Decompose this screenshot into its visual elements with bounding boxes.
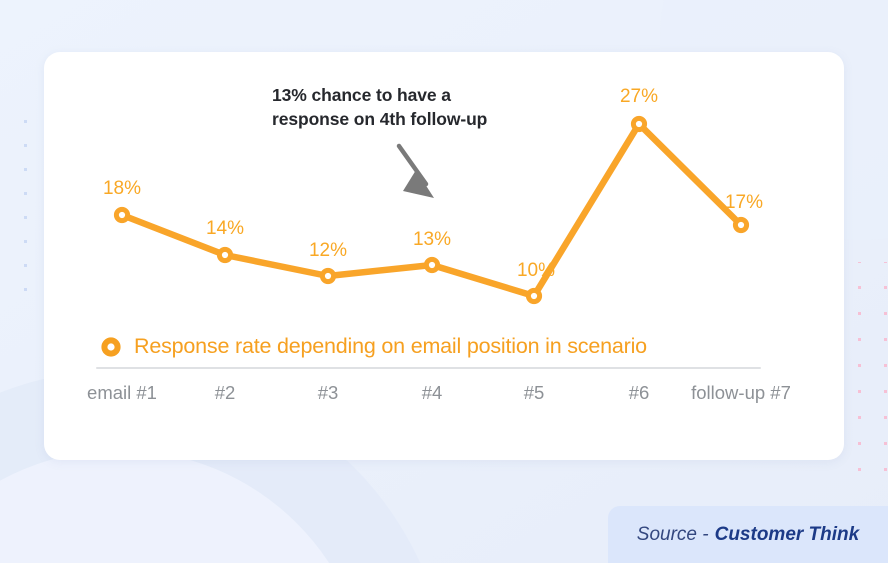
tick-label-1: email #1: [87, 382, 157, 403]
source-name: Customer Think: [714, 523, 860, 545]
value-label-1: 18%: [102, 178, 142, 199]
value-label-5: 10%: [516, 260, 556, 281]
line-chart-plot: [113, 115, 750, 305]
x-axis-line: [96, 367, 761, 369]
value-label-7: 17%: [724, 192, 764, 213]
annotation-line-2: response on 4th follow-up: [272, 108, 488, 129]
tick-label-6: #6: [628, 382, 650, 403]
tick-label-4: #4: [421, 382, 443, 403]
source-attribution: Source - Customer Think: [608, 506, 888, 563]
chart-annotation: 13% chance to have a response on 4th fol…: [272, 84, 532, 131]
chart-card: 13% chance to have a response on 4th fol…: [44, 52, 844, 460]
tick-label-7: follow-up #7: [691, 382, 791, 403]
annotation-line-1: 13% chance to have a: [272, 85, 451, 105]
x-axis-tick-labels: email #1 #2 #3 #4 #5 #6 follow-up #7: [44, 382, 844, 412]
value-label-6: 27%: [619, 86, 659, 107]
data-point-markers: [113, 115, 750, 305]
legend-label: Response rate depending on email positio…: [134, 334, 647, 358]
source-prefix: Source -: [636, 523, 709, 545]
tick-label-2: #2: [214, 382, 236, 403]
tick-label-5: #5: [523, 382, 545, 403]
ring-marker-icon: [101, 336, 121, 357]
value-label-4: 13%: [412, 229, 452, 250]
legend[interactable]: Response rate depending on email positio…: [100, 334, 647, 359]
annotation-arrow-icon: [396, 143, 434, 198]
value-label-2: 14%: [205, 218, 245, 239]
tick-label-3: #3: [317, 382, 339, 403]
value-label-3: 12%: [308, 240, 348, 261]
